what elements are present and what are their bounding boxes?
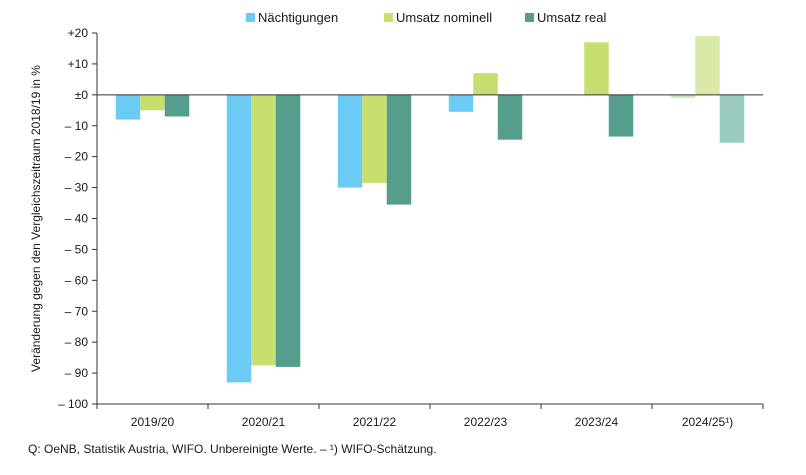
bar-umsatz-real-2 [386,94,412,205]
x-tick-label: 2022/23 [464,415,508,429]
bar-umsatz-real-4 [608,94,634,137]
legend-label: Umsatz nominell [396,10,492,25]
bar-umsatz-nominell-5 [695,36,720,95]
bars-group [115,36,745,383]
y-tick-label: +20 [68,26,89,40]
bar-umsatz-nominell-4 [584,42,609,95]
bar-umsatz-nominell-2 [362,94,387,183]
bar-umsatz-nominell-1 [251,94,276,366]
y-axis-label: Veränderung gegen den Vergleichszeitraum… [29,65,43,372]
legend-label: Nächtigungen [258,10,338,25]
bar-n-chtigungen-2 [337,94,363,188]
x-tick-label: 2019/20 [131,415,175,429]
y-tick-label: – 10 [65,119,89,133]
bar-n-chtigungen-5 [670,94,696,98]
y-tick-label: – 40 [65,212,89,226]
y-tick-label: – 80 [65,335,89,349]
y-tick-label: – 50 [65,242,89,256]
y-tick-label: – 60 [65,273,89,287]
bar-chart: Nächtigungen Umsatz nominell Umsatz real +… [29,10,764,429]
y-tick-label: – 70 [65,304,89,318]
y-tick-label: – 30 [65,181,89,195]
bar-n-chtigungen-0 [115,94,141,120]
bar-umsatz-nominell-3 [473,73,498,95]
y-tick-label: +10 [68,57,89,71]
x-tick-label: 2020/21 [242,415,286,429]
bar-umsatz-nominell-0 [140,94,165,111]
legend-label: Umsatz real [537,10,606,25]
source-note: Q: OeNB, Statistik Austria, WIFO. Unbere… [28,442,437,456]
bar-umsatz-real-1 [275,94,301,367]
legend-swatch [525,13,534,22]
y-tick-label: – 20 [65,150,89,164]
legend-swatch [384,13,393,22]
bar-umsatz-real-3 [497,94,523,140]
chart-legend: Nächtigungen Umsatz nominell Umsatz real [246,10,606,25]
bar-umsatz-real-0 [164,94,190,117]
x-tick-label: 2023/24 [575,415,619,429]
axes [96,33,764,409]
bar-n-chtigungen-3 [448,94,474,112]
legend-swatch [246,13,255,22]
y-tick-label: – 100 [58,397,88,411]
bar-n-chtigungen-1 [226,94,252,383]
x-tick-label: 2021/22 [353,415,397,429]
x-tick-label: 2024/25¹) [682,415,733,429]
bar-umsatz-real-5 [719,94,745,143]
y-tick-label: ±0 [75,88,89,102]
y-tick-label: – 90 [65,366,89,380]
x-axis-labels: 2019/20 2020/21 2021/22 2022/23 2023/24 2024/… [131,415,733,429]
y-axis-ticks: +20 +10 ±0 – 10 – 20 – 30 – 40 – 50 – 60 – 70 – 80… [58,26,97,411]
